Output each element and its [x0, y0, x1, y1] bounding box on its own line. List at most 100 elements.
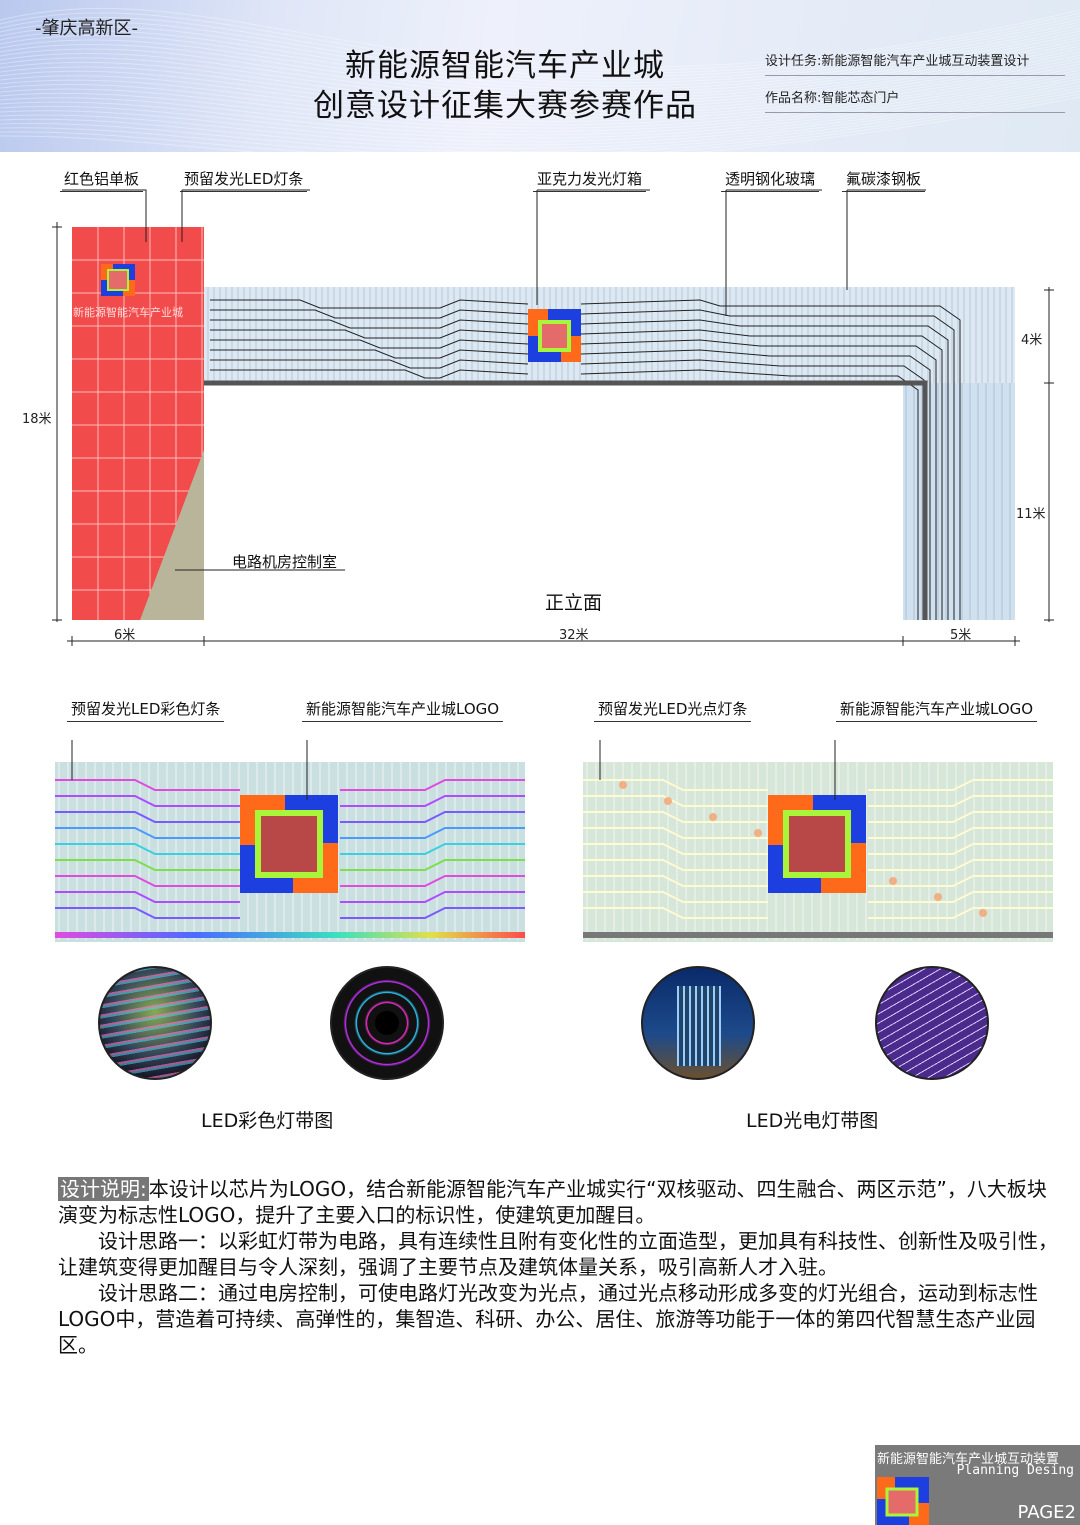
- page-number: PAGE2: [1017, 1502, 1076, 1523]
- photo-light-dots: [875, 966, 989, 1080]
- wave-line: [0, 21, 1080, 81]
- header-banner: -肇庆高新区- 新能源智能汽车产业城 创意设计征集大赛参赛作品 设计任务:新能源…: [0, 0, 1080, 152]
- circuit-line: [210, 349, 529, 359]
- led-line: [868, 779, 1053, 791]
- label-logo-left: 新能源智能汽车产业城LOGO: [302, 698, 504, 722]
- led-line: [340, 891, 525, 903]
- led-line: [583, 859, 768, 871]
- wave-line: [0, 81, 1080, 146]
- caption-light-led: LED光电灯带图: [746, 1110, 879, 1132]
- led-line: [55, 795, 240, 807]
- led-line: [583, 779, 768, 791]
- led-line: [583, 891, 768, 903]
- led-line: [340, 859, 525, 871]
- base-strip: [583, 932, 1053, 938]
- label-steel: 氟碳漆钢板: [842, 168, 926, 192]
- light-dot: [709, 813, 717, 821]
- circuit-line: [580, 299, 961, 620]
- light-dot: [619, 781, 627, 789]
- wave-line: [0, 18, 1080, 77]
- circuit-line: [580, 339, 937, 620]
- led-line: [583, 843, 768, 855]
- wave-line: [0, 63, 1080, 126]
- steel-frame: [204, 380, 928, 620]
- led-line: [868, 907, 1053, 919]
- light-dot: [979, 909, 987, 917]
- led-line: [868, 875, 1053, 887]
- led-line: [583, 907, 768, 919]
- panel-logo-icon: [101, 264, 135, 296]
- circuit-line: [210, 369, 529, 379]
- wave-line: [0, 75, 1080, 139]
- wave-line: [0, 7, 1080, 68]
- circuit-line: [580, 309, 955, 620]
- wave-line: [0, 15, 1080, 74]
- front-elevation-drawing: [52, 189, 1054, 646]
- wave-line: [0, 84, 1080, 149]
- led-line: [340, 795, 525, 807]
- description-p3: 设计思路二：通过电房控制，可使电路灯光改变为光点，通过光点移动形成多变的灯光组合…: [58, 1281, 1038, 1357]
- circuit-line: [580, 319, 949, 620]
- dim-left-width: 6米: [114, 628, 136, 643]
- wave-line: [0, 78, 1080, 143]
- design-task: 设计任务:新能源智能汽车产业城互动装置设计: [765, 50, 1065, 76]
- label-logo-right: 新能源智能汽车产业城LOGO: [836, 698, 1038, 722]
- circuit-line: [580, 349, 931, 620]
- description-p2: 设计思路一：以彩虹灯带为电路，具有连续性且附有变化性的立面造型，更加具有科技性、…: [58, 1229, 1058, 1279]
- light-dot: [664, 797, 672, 805]
- dim-leg-height: 11米: [1016, 507, 1046, 522]
- elevation-title: 正立面: [545, 592, 603, 614]
- led-line: [868, 859, 1053, 871]
- wave-line: [0, 90, 1080, 152]
- led-line: [55, 843, 240, 855]
- wave-line: [0, 96, 1080, 152]
- photo-color-led-tunnel: [330, 966, 444, 1080]
- wave-line: [0, 39, 1080, 100]
- led-line: [55, 827, 240, 839]
- circuit-line: [580, 359, 925, 620]
- description-heading: 设计说明:: [58, 1177, 149, 1201]
- region-label: -肇庆高新区-: [35, 18, 138, 39]
- wave-line: [0, 66, 1080, 129]
- label-led-strip: 预留发光LED灯条: [180, 168, 308, 192]
- label-led-color-strip: 预留发光LED彩色灯条: [67, 698, 225, 722]
- led-line: [55, 811, 240, 823]
- led-line: [55, 907, 240, 919]
- footer-logo-icon: [877, 1477, 929, 1525]
- led-line: [340, 827, 525, 839]
- detail-panels: [55, 740, 1053, 942]
- glass-leg: [903, 383, 1015, 620]
- led-line: [340, 843, 525, 855]
- photo-light-tower: [641, 966, 755, 1080]
- wave-line: [0, 72, 1080, 136]
- chip-logo-icon: [528, 309, 581, 362]
- logo-center: [255, 810, 323, 878]
- footer-subtitle: Planning Desing: [956, 1463, 1074, 1478]
- led-line: [583, 795, 768, 807]
- wave-line: [0, 33, 1080, 93]
- base-strip: [55, 932, 525, 938]
- leader-lines: [52, 189, 1054, 646]
- work-name: 作品名称:智能芯态门户: [765, 87, 1065, 113]
- led-line: [583, 827, 768, 839]
- led-line: [340, 907, 525, 919]
- wave-line: [0, 36, 1080, 96]
- label-acrylic-box: 亚克力发光灯箱: [533, 168, 647, 192]
- light-dot: [934, 893, 942, 901]
- light-dot: [754, 829, 762, 837]
- panel-text: 新能源智能汽车产业城: [73, 306, 183, 319]
- circuit-line: [210, 329, 529, 339]
- label-glass: 透明钢化玻璃: [721, 168, 820, 192]
- circuit-line: [580, 329, 943, 620]
- circuit-line: [210, 319, 529, 329]
- dim-span-width: 32米: [559, 628, 589, 643]
- wave-line: [0, 51, 1080, 113]
- wave-line: [0, 60, 1080, 122]
- wave-line: [0, 87, 1080, 152]
- design-description: 设计说明: 本设计以芯片为LOGO，结合新能源智能汽车产业城实行“双核驱动、四生融…: [58, 1176, 1063, 1358]
- circuit-line: [210, 299, 529, 309]
- wave-lines-decoration: [0, 7, 1080, 152]
- circuit-lines: [210, 299, 961, 620]
- led-line: [55, 875, 240, 887]
- control-room-glass: [140, 450, 204, 620]
